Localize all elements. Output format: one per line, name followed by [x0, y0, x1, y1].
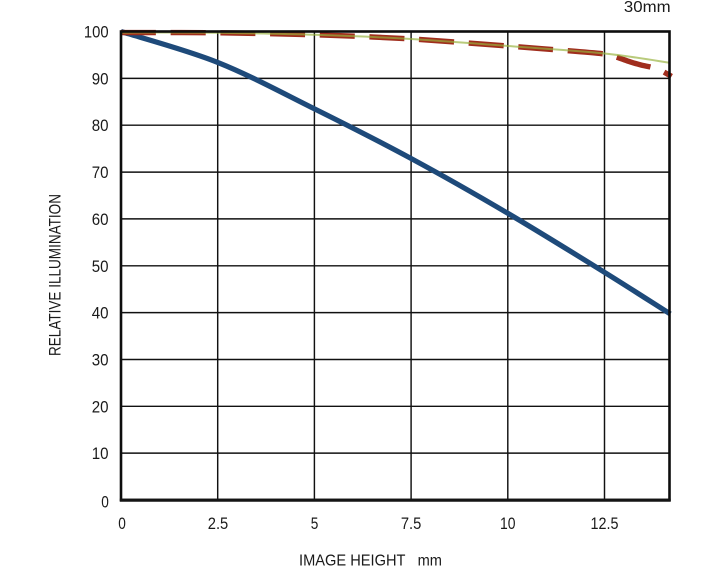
- svg-text:20: 20: [92, 397, 109, 416]
- svg-text:IMAGE HEIGHT mm: IMAGE HEIGHT mm: [299, 553, 442, 570]
- svg-text:10: 10: [92, 444, 109, 463]
- svg-text:60: 60: [92, 210, 109, 229]
- svg-text:0: 0: [101, 493, 109, 512]
- svg-text:2.5: 2.5: [208, 514, 229, 533]
- svg-text:40: 40: [92, 304, 109, 323]
- svg-text:0: 0: [118, 514, 126, 533]
- svg-text:10: 10: [500, 514, 516, 533]
- svg-text:80: 80: [92, 116, 109, 135]
- svg-text:90: 90: [92, 69, 109, 88]
- svg-text:12.5: 12.5: [591, 514, 619, 533]
- svg-text:7.5: 7.5: [401, 514, 422, 533]
- svg-text:70: 70: [92, 163, 109, 182]
- svg-text:5: 5: [311, 514, 319, 533]
- svg-text:RELATIVE ILLUMINATION: RELATIVE ILLUMINATION: [47, 194, 65, 356]
- svg-text:30mm: 30mm: [624, 0, 671, 16]
- svg-text:50: 50: [92, 257, 109, 276]
- svg-text:100: 100: [84, 23, 109, 42]
- svg-text:30: 30: [92, 351, 109, 370]
